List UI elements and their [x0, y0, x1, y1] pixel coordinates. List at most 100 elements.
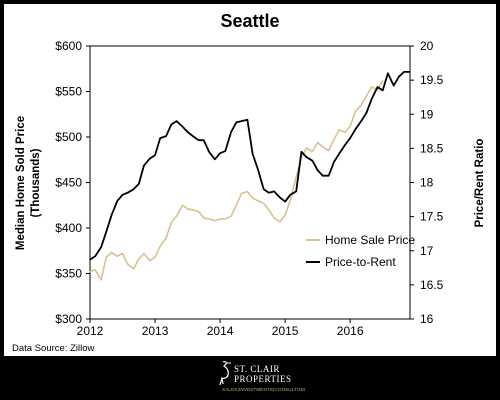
data-point-price-to-rent	[273, 190, 275, 192]
data-point-home-sale-price	[105, 256, 107, 258]
data-point-price-to-rent	[349, 137, 351, 139]
right-tick-label: 19.5	[420, 73, 444, 87]
data-point-home-sale-price	[284, 214, 286, 216]
data-point-home-sale-price	[208, 218, 210, 220]
legend-label-home-sale-price: Home Sale Price	[325, 233, 415, 247]
right-axis: 16 16.5 17 17.5 18 18.5 19 19.5 20	[410, 39, 444, 326]
data-point-price-to-rent	[143, 164, 145, 166]
right-axis-title: Price/Rent Ratio	[474, 139, 486, 228]
logo-name-line1: ST. CLAIR	[234, 364, 280, 374]
data-point-price-to-rent	[224, 150, 226, 152]
data-point-home-sale-price	[214, 220, 216, 222]
data-point-price-to-rent	[365, 112, 367, 114]
data-point-price-to-rent	[295, 190, 297, 192]
data-point-home-sale-price	[344, 131, 346, 133]
data-point-price-to-rent	[138, 183, 140, 185]
data-point-price-to-rent	[127, 192, 129, 194]
data-point-home-sale-price	[365, 95, 367, 97]
company-logo: ST. CLAIR PROPERTIES SALES|INVESTMENTS|C…	[208, 360, 305, 398]
data-point-price-to-rent	[219, 152, 221, 154]
series-line-price-to-rent	[89, 71, 410, 261]
left-tick-label: $350	[55, 267, 82, 281]
data-point-price-to-rent	[133, 188, 135, 190]
data-point-home-sale-price	[257, 200, 259, 202]
data-point-home-sale-price	[198, 211, 200, 213]
data-point-price-to-rent	[403, 71, 405, 73]
right-tick-label: 17	[420, 244, 434, 258]
x-tick-label: 2016	[337, 324, 364, 338]
data-point-price-to-rent	[268, 192, 270, 194]
data-point-home-sale-price	[110, 252, 113, 254]
x-tick-label: 2014	[207, 324, 234, 338]
data-point-home-sale-price	[371, 86, 373, 88]
data-point-home-sale-price	[121, 252, 124, 255]
data-point-home-sale-price	[192, 209, 194, 211]
data-point-price-to-rent	[289, 194, 291, 196]
series-layer	[89, 71, 411, 281]
data-point-price-to-rent	[170, 123, 172, 126]
data-point-price-to-rent	[354, 128, 356, 130]
data-point-price-to-rent	[344, 144, 346, 146]
data-point-price-to-rent	[181, 125, 183, 128]
left-axis-title-line1: Median Home Sold Price	[15, 116, 27, 250]
x-axis: 2012 2013 2014 2015 2016	[77, 319, 364, 338]
data-point-home-sale-price	[116, 255, 118, 257]
data-point-home-sale-price	[219, 218, 221, 220]
data-point-home-sale-price	[235, 204, 237, 206]
data-point-price-to-rent	[311, 160, 313, 162]
data-point-price-to-rent	[159, 137, 161, 139]
data-point-home-sale-price	[170, 221, 172, 224]
data-point-home-sale-price	[154, 256, 156, 258]
right-tick-label: 18.5	[420, 141, 444, 155]
data-point-price-to-rent	[257, 168, 259, 170]
data-point-home-sale-price	[306, 147, 308, 149]
data-point-home-sale-price	[230, 215, 232, 217]
right-tick-label: 19	[420, 107, 434, 121]
data-point-home-sale-price	[149, 260, 151, 262]
data-point-price-to-rent	[121, 194, 124, 196]
data-point-price-to-rent	[387, 72, 389, 74]
plot-border	[89, 45, 411, 320]
data-point-home-sale-price	[317, 141, 319, 144]
data-point-price-to-rent	[382, 89, 384, 91]
right-tick-label: 16.5	[420, 278, 444, 292]
logo-name-line2: PROPERTIES	[234, 374, 292, 384]
data-point-price-to-rent	[284, 201, 286, 203]
data-point-price-to-rent	[393, 85, 395, 87]
legend-label-price-to-rent: Price-to-Rent	[325, 255, 396, 269]
data-point-home-sale-price	[333, 139, 335, 141]
plot-area	[89, 45, 411, 320]
right-tick-label: 16	[420, 312, 434, 326]
data-point-price-to-rent	[409, 71, 411, 73]
data-point-price-to-rent	[116, 200, 118, 202]
data-point-price-to-rent	[94, 255, 96, 257]
data-point-home-sale-price	[295, 176, 297, 178]
left-axis-title: Median Home Sold Price (Thousands)	[15, 116, 42, 250]
left-tick-label: $550	[55, 85, 82, 99]
data-point-price-to-rent	[89, 259, 91, 261]
data-point-home-sale-price	[273, 217, 275, 219]
right-tick-label: 18	[420, 176, 434, 190]
data-point-price-to-rent	[192, 135, 194, 137]
left-axis-title-line2: (Thousands)	[30, 148, 42, 217]
x-tick-label: 2012	[77, 324, 104, 338]
data-point-price-to-rent	[110, 214, 113, 216]
data-point-home-sale-price	[100, 279, 102, 281]
data-point-price-to-rent	[306, 156, 308, 158]
left-tick-label: $500	[55, 130, 82, 144]
legend: Home Sale Price Price-to-Rent	[306, 233, 415, 269]
data-point-home-sale-price	[354, 110, 356, 113]
right-tick-label: 20	[420, 39, 434, 53]
data-point-price-to-rent	[252, 153, 254, 155]
data-point-home-sale-price	[175, 215, 178, 217]
data-point-price-to-rent	[371, 98, 373, 100]
data-point-home-sale-price	[203, 217, 205, 219]
data-point-price-to-rent	[328, 175, 330, 177]
chart-title: Seattle	[220, 11, 279, 31]
data-point-home-sale-price	[263, 202, 265, 204]
data-point-price-to-rent	[360, 120, 362, 122]
data-point-home-sale-price	[279, 221, 281, 223]
data-point-price-to-rent	[105, 231, 107, 233]
data-point-price-to-rent	[398, 76, 400, 78]
